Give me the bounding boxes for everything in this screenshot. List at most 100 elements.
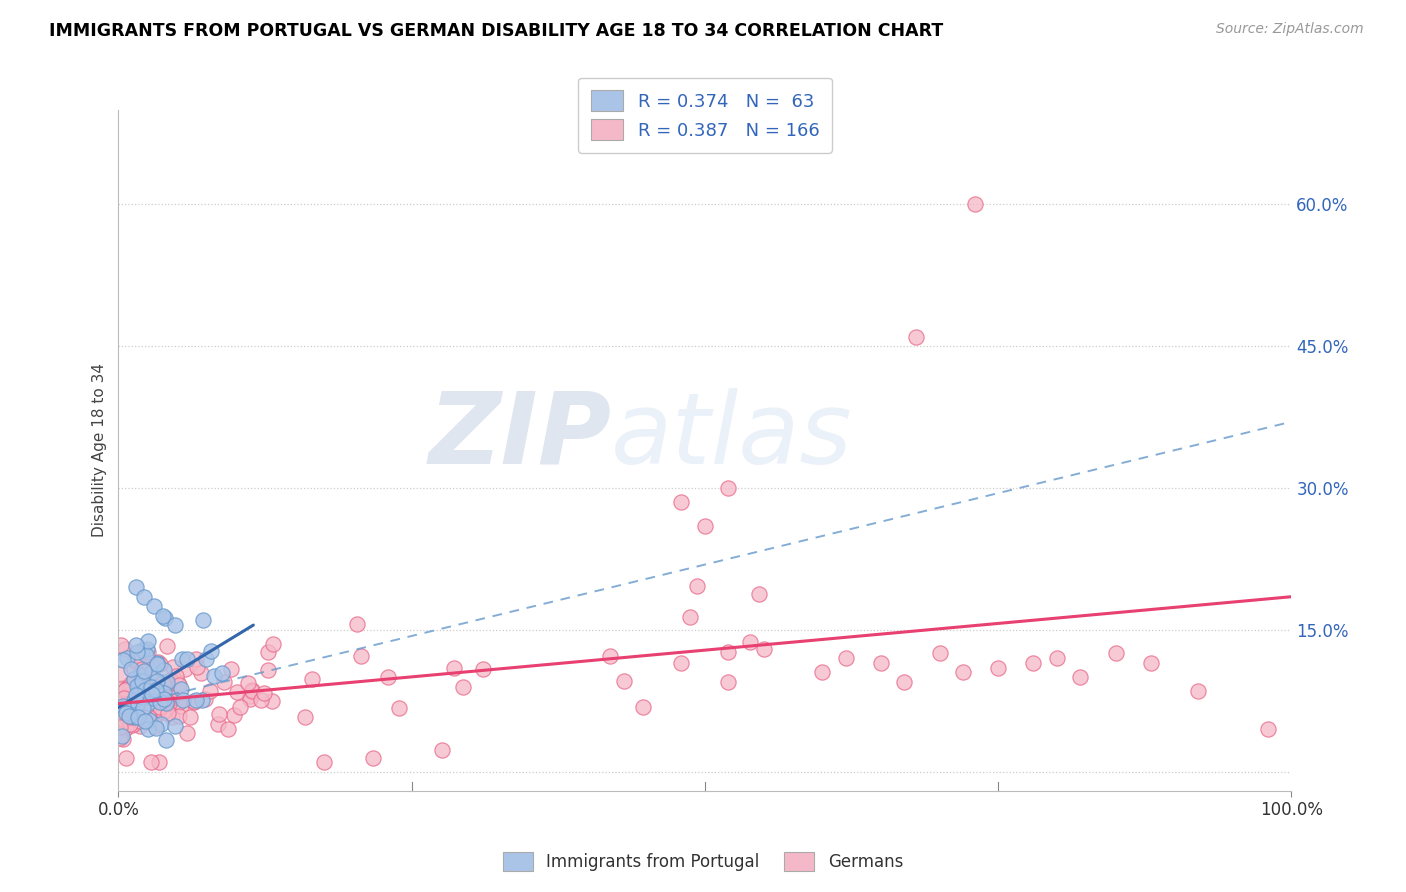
Point [165,696,187,710]
Point [134,682,156,697]
Point [240,682,263,697]
Point [135,701,157,715]
Point [314,756,336,770]
Point [671,495,693,509]
Point [124,709,146,723]
Point [202,669,225,683]
Point [146,687,169,701]
Point [207,717,229,731]
Point [1046,651,1069,665]
Point [120,702,142,716]
Point [156,639,179,653]
Point [128,667,150,681]
Point [127,710,149,724]
Point [108,667,131,681]
Point [120,717,142,731]
Text: Source: ZipAtlas.com: Source: ZipAtlas.com [1216,22,1364,37]
Point [249,693,271,707]
Point [132,701,155,715]
Point [135,641,157,656]
Point [153,686,176,700]
Point [262,637,284,651]
Point [108,701,131,715]
Point [118,708,141,723]
Point [112,694,135,708]
Point [183,694,205,708]
Point [118,681,141,695]
Point [207,706,229,721]
Point [139,680,162,694]
Point [132,690,155,705]
Point [219,662,242,676]
Point [114,751,136,765]
Point [131,674,153,689]
Point [157,697,180,711]
Point [377,670,399,684]
Point [128,714,150,728]
Point [128,718,150,732]
Point [165,719,187,733]
Point [176,651,198,665]
Point [115,681,138,696]
Point [127,674,149,689]
Point [613,673,636,688]
Point [125,639,148,653]
Point [108,720,131,734]
Point [301,672,323,686]
Point [599,649,621,664]
Point [229,699,252,714]
Point [108,731,131,745]
Point [153,691,176,706]
Point [146,656,169,670]
Point [134,590,156,604]
Point [108,704,131,718]
Point [152,608,174,623]
Point [114,697,136,711]
Point [170,698,193,713]
Point [112,653,135,667]
Point [132,684,155,698]
Point [671,656,693,670]
Point [139,756,162,770]
Point [148,679,170,693]
Point [159,696,181,710]
Point [108,690,131,705]
Point [111,708,134,723]
Point [752,641,775,656]
Point [811,665,834,680]
Point [240,684,263,698]
Point [194,691,217,706]
Point [112,691,135,706]
Point [136,696,159,710]
Point [388,701,411,715]
Point [184,693,207,707]
Point [145,689,167,703]
Point [136,681,159,695]
Point [118,707,141,722]
Point [125,673,148,688]
Point [1187,684,1209,698]
Point [835,651,858,665]
Point [127,713,149,727]
Point [120,662,142,676]
Point [115,706,138,720]
Point [112,706,135,721]
Text: atlas: atlas [612,388,852,485]
Point [124,653,146,667]
Point [138,634,160,648]
Point [143,685,166,699]
Point [110,696,132,710]
Point [124,672,146,686]
Point [174,662,197,676]
Point [155,733,177,747]
Point [122,692,145,706]
Point [693,518,716,533]
Point [125,679,148,693]
Point [257,663,280,677]
Point [156,695,179,709]
Point [141,665,163,680]
Point [127,659,149,673]
Point [125,645,148,659]
Point [131,665,153,680]
Point [183,695,205,709]
